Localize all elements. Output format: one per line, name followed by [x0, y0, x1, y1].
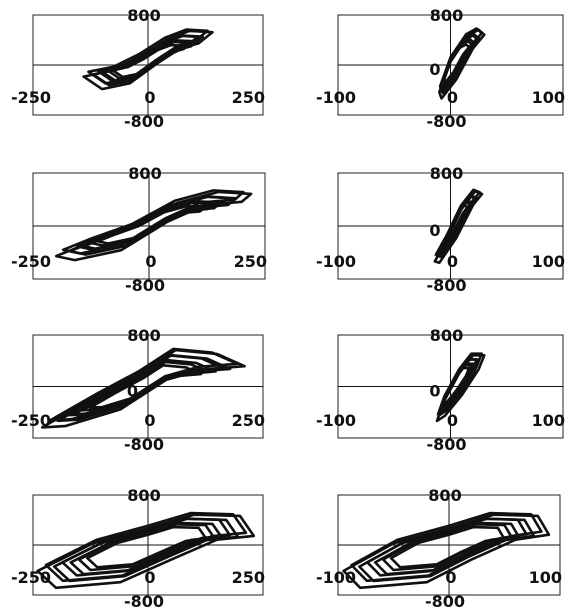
- x-tick-right: 250: [232, 88, 265, 107]
- hysteresis-loop-0-5: [61, 189, 245, 255]
- hysteresis-loop-0-5: [350, 511, 543, 583]
- x-tick-zero: 0: [144, 88, 155, 107]
- y-tick-bottom: -800: [124, 592, 164, 608]
- hysteresis-loop-0-6: [40, 348, 246, 429]
- y-tick-bottom: -800: [124, 435, 164, 454]
- x-tick-right: 250: [234, 252, 267, 271]
- y-tick-top: 800: [430, 326, 463, 345]
- y-tick-top: 800: [127, 486, 160, 505]
- panel-row2-col2: 800 -800 0 -100 0 100: [316, 164, 565, 295]
- panel-row1-col1: 800 -800 -250 0 250: [11, 6, 265, 131]
- x-tick-left: -250: [11, 88, 51, 107]
- hysteresis-loop-0-4: [92, 34, 204, 87]
- x-tick-right: 100: [532, 411, 565, 430]
- x-tick-left: -100: [316, 568, 356, 587]
- hysteresis-loop-0-6: [433, 189, 484, 265]
- y-tick-bottom: -800: [426, 435, 466, 454]
- panel-row2-col1: 800 -800 -250 0 250: [11, 164, 267, 295]
- y-tick-top: 800: [127, 326, 160, 345]
- hysteresis-loop-0-4: [56, 353, 232, 423]
- hysteresis-loop-0-6: [438, 28, 486, 100]
- x-tick-left: -250: [11, 252, 51, 271]
- y-tick-zero: 0: [429, 382, 440, 401]
- x-tick-right: 100: [532, 88, 565, 107]
- x-tick-zero: 0: [144, 411, 155, 430]
- y-tick-top: 800: [428, 486, 461, 505]
- x-tick-zero: 0: [447, 88, 458, 107]
- y-tick-bottom: -800: [425, 592, 465, 608]
- x-tick-right: 100: [532, 252, 565, 271]
- x-tick-left: -100: [316, 88, 356, 107]
- y-tick-zero: 0: [127, 382, 138, 401]
- y-tick-zero: 0: [429, 221, 440, 240]
- x-tick-zero: 0: [144, 568, 155, 587]
- y-tick-bottom: -800: [125, 276, 165, 295]
- y-tick-bottom: -800: [124, 112, 164, 131]
- panel-row4-col1: 800 -800 -250 0 250: [11, 486, 265, 608]
- x-tick-right: 100: [529, 568, 562, 587]
- x-tick-zero: 0: [447, 252, 458, 271]
- x-tick-zero: 0: [145, 252, 156, 271]
- hysteresis-loop-0-6: [342, 513, 551, 590]
- y-tick-top: 800: [128, 164, 161, 183]
- x-tick-right: 250: [232, 411, 265, 430]
- x-tick-left: -250: [11, 568, 51, 587]
- y-tick-top: 800: [430, 164, 463, 183]
- hysteresis-loop-0-6: [54, 190, 253, 262]
- x-tick-left: -100: [316, 411, 356, 430]
- panel-row3-col2: 800 -800 0 -100 0 100: [316, 326, 565, 454]
- x-tick-right: 250: [232, 568, 265, 587]
- y-tick-top: 800: [430, 6, 463, 25]
- hysteresis-loop-0-5: [87, 28, 209, 85]
- x-tick-left: -100: [316, 252, 356, 271]
- panel-row4-col2: 800 -800 -100 0 100: [316, 486, 562, 608]
- x-tick-zero: 0: [447, 411, 458, 430]
- x-tick-zero: 0: [445, 568, 456, 587]
- hysteresis-loop-0-6: [435, 354, 486, 423]
- hysteresis-loop-0-6: [36, 513, 256, 590]
- panel-row3-col1: 800 -800 0 -250 0 250: [11, 326, 265, 454]
- y-tick-zero: 0: [429, 60, 440, 79]
- x-tick-left: -250: [11, 411, 51, 430]
- hysteresis-loop-0-6: [82, 29, 214, 91]
- y-tick-bottom: -800: [426, 112, 466, 131]
- hysteresis-loop-0-5: [44, 511, 248, 583]
- panel-row1-col2: 800 -800 0 -100 0 100: [316, 6, 565, 131]
- y-tick-top: 800: [127, 6, 160, 25]
- hysteresis-loop-0-5: [436, 352, 483, 416]
- y-tick-bottom: -800: [426, 276, 466, 295]
